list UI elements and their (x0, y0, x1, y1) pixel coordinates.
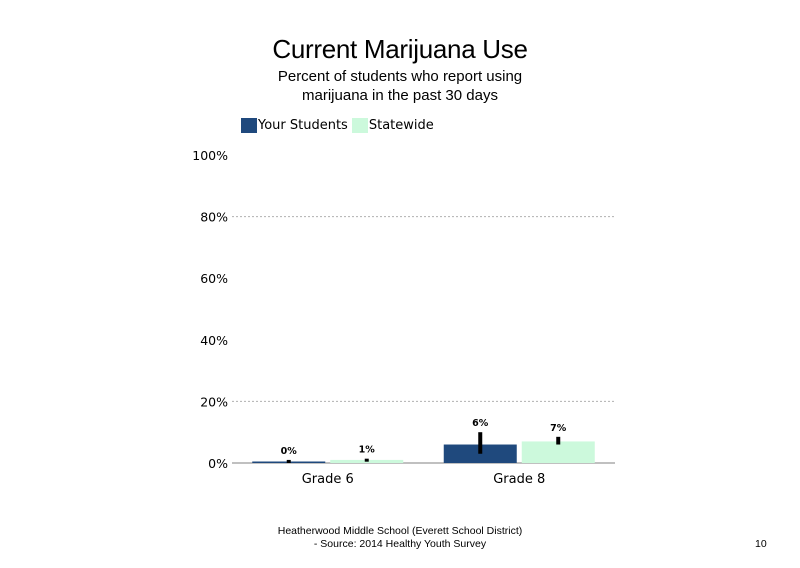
x-category-label: Grade 8 (493, 472, 545, 487)
legend-swatch-your-students (241, 118, 257, 133)
page-number: 10 (755, 538, 767, 550)
y-tick-label: 20% (200, 394, 228, 409)
footer-school: Heatherwood Middle School (Everett Schoo… (277, 525, 523, 537)
footer-source: - Source: 2014 Healthy Youth Survey (313, 538, 487, 550)
legend-item-statewide: Statewide (351, 118, 434, 133)
legend: Your Students Statewide (241, 118, 438, 133)
y-tick-label: 80% (200, 210, 228, 225)
error-bar (364, 458, 369, 462)
y-tick-label: 100% (192, 148, 228, 163)
data-label: 6% (472, 418, 489, 429)
bar (521, 441, 595, 463)
y-tick-label: 60% (200, 271, 228, 286)
footer: Heatherwood Middle School (Everett Schoo… (200, 525, 600, 551)
legend-label-your-students: Your Students (258, 118, 348, 133)
error-bar (556, 436, 561, 445)
y-tick-label: 0% (208, 456, 228, 471)
data-label: 7% (550, 423, 567, 434)
x-category-label: Grade 6 (302, 472, 354, 487)
error-bar (286, 459, 291, 463)
data-label: 0% (281, 446, 298, 457)
legend-swatch-statewide (351, 118, 368, 133)
chart-subtitle: Percent of students who report using mar… (277, 68, 523, 104)
legend-label-statewide: Statewide (368, 118, 434, 133)
data-label: 1% (359, 445, 376, 456)
chart-title: Current Marijuana Use (272, 34, 528, 64)
legend-item-your-students: Your Students (241, 118, 348, 133)
error-bar (478, 432, 483, 454)
y-tick-label: 40% (200, 333, 228, 348)
